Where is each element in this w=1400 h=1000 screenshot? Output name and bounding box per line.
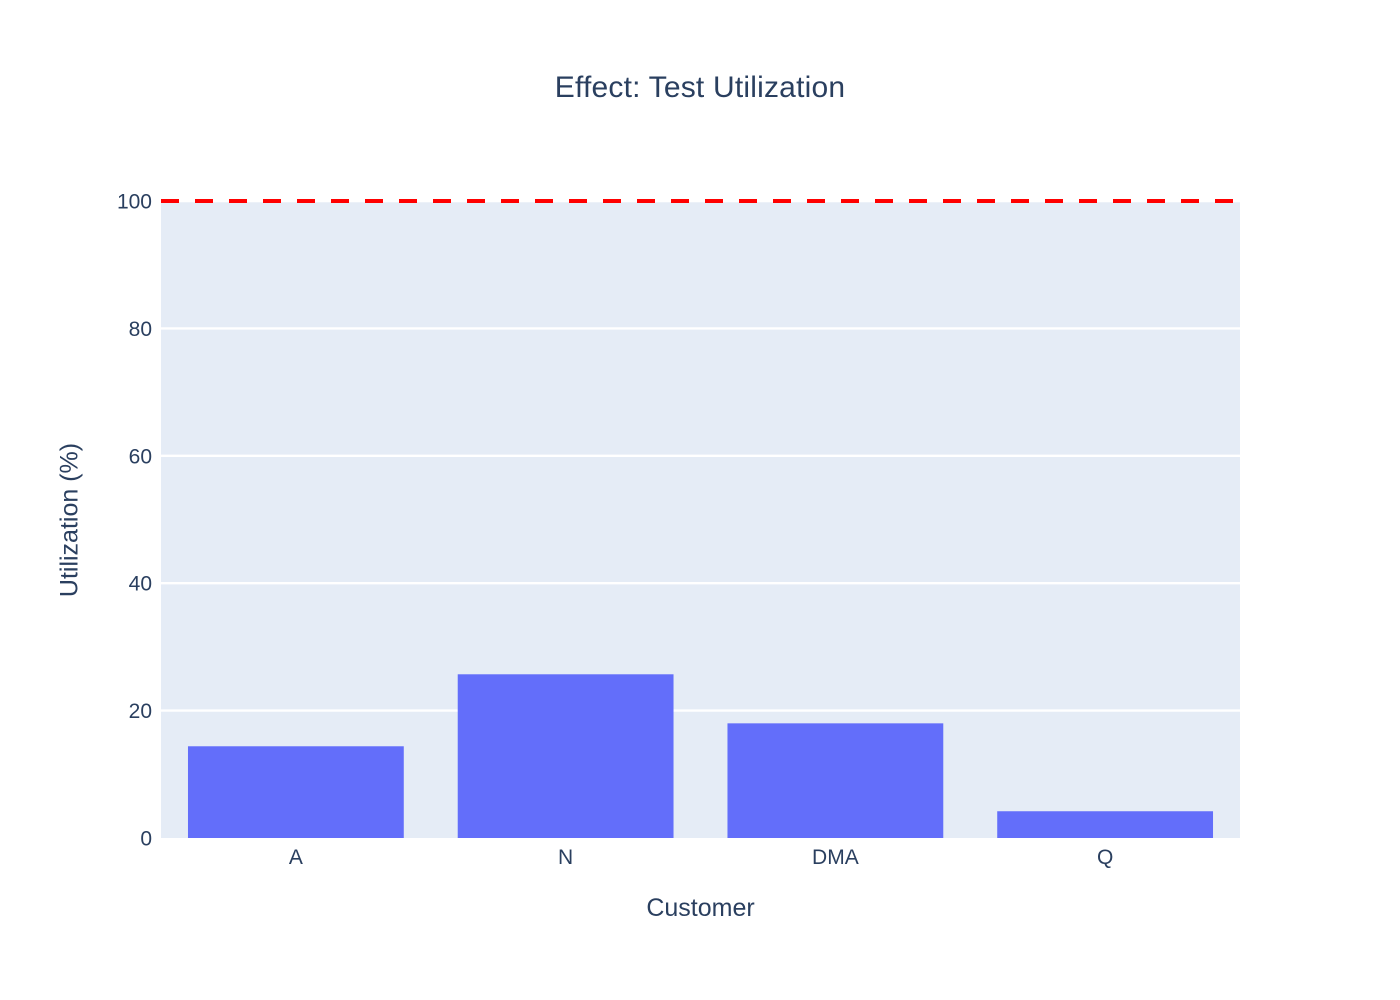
x-tick-label-dma: DMA [812,846,859,869]
y-tick-label-60: 60 [129,445,152,468]
x-axis-title: Customer [646,894,755,922]
bar-dma[interactable] [727,723,944,838]
plot-area[interactable] [161,201,1240,838]
y-tick-label-0: 0 [140,828,152,851]
chart-title: Effect: Test Utilization [554,71,846,104]
y-tick-label-20: 20 [129,700,152,723]
bar-a[interactable] [187,746,404,838]
x-tick-label-n: N [558,846,573,869]
bar-q[interactable] [997,811,1214,838]
bar-n[interactable] [457,674,674,838]
y-tick-label-40: 40 [129,573,152,596]
y-tick-label-80: 80 [129,318,152,341]
x-tick-label-a: A [289,846,303,869]
y-axis-title: Utilization (%) [55,442,84,598]
y-tick-label-100: 100 [117,191,152,214]
x-tick-label-q: Q [1097,846,1113,869]
